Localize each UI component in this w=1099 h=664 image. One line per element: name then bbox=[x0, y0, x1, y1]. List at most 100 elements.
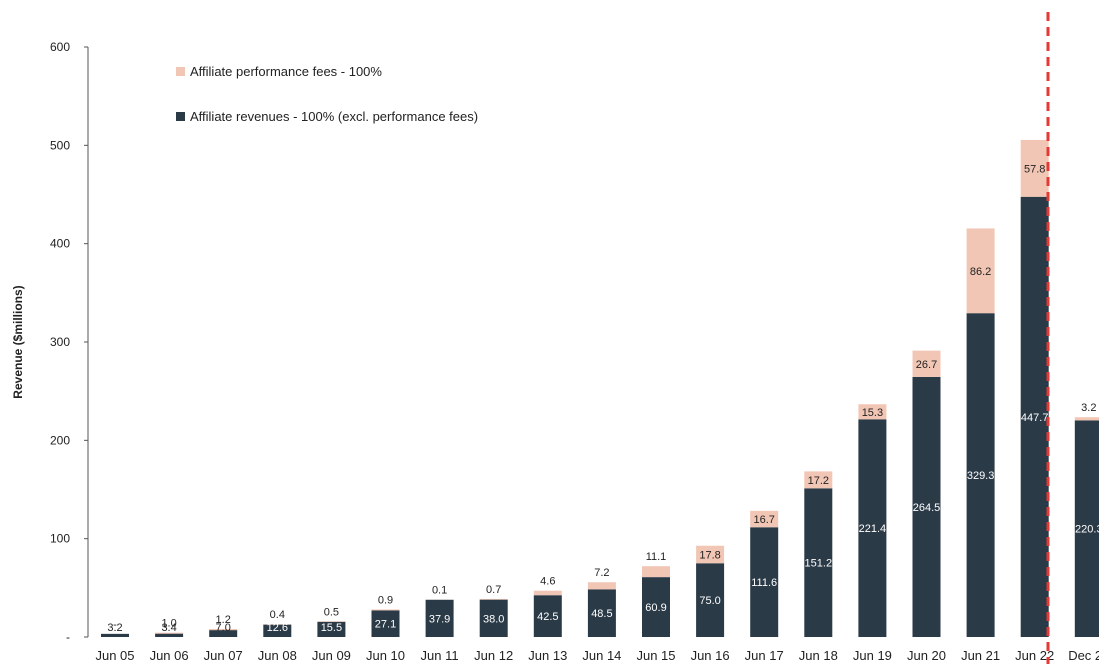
y-tick-label: 100 bbox=[50, 532, 70, 546]
bar-affiliate-revenue bbox=[587, 589, 616, 637]
legend-swatch-performance-fees bbox=[176, 67, 185, 76]
data-label-performance-fee: 86.2 bbox=[970, 266, 991, 278]
x-tick-label: Jun 07 bbox=[204, 648, 243, 663]
bar-performance-fee bbox=[966, 228, 995, 314]
data-label-performance-fee: 26.7 bbox=[916, 359, 937, 371]
data-label-performance-fee: 0.7 bbox=[486, 584, 501, 596]
bar-performance-fee bbox=[1074, 417, 1099, 421]
x-tick-label: Jun 06 bbox=[150, 648, 189, 663]
data-labels: 3.2- 3.41.0 7.01.212.60.415.50.527.10.937.… bbox=[107, 163, 1099, 634]
legend-swatch-affiliate-revenues bbox=[176, 112, 185, 121]
bar-performance-fee bbox=[479, 598, 508, 600]
bar-performance-fee bbox=[155, 632, 184, 634]
data-label-affiliate-revenue: 7.0 bbox=[216, 622, 231, 634]
data-label-performance-fee: 0.4 bbox=[270, 609, 285, 621]
bar-performance-fee bbox=[912, 350, 941, 377]
x-tick-label: Jun 11 bbox=[421, 648, 459, 663]
y-tick-label: 500 bbox=[50, 138, 70, 152]
x-tick-label: Jun 09 bbox=[312, 648, 351, 663]
data-label-performance-fee: 57.8 bbox=[1024, 163, 1045, 175]
bar-affiliate-revenue bbox=[263, 624, 292, 637]
x-tick-label: Jun 14 bbox=[582, 648, 621, 663]
bar-affiliate-revenue bbox=[1074, 420, 1099, 637]
bar-performance-fee bbox=[1020, 139, 1049, 197]
bar-performance-fee bbox=[696, 545, 725, 564]
bar-affiliate-revenue bbox=[858, 419, 887, 637]
data-label-affiliate-revenue: 3.4 bbox=[161, 622, 176, 634]
data-label-performance-fee: 0.5 bbox=[324, 606, 339, 618]
bar-performance-fee bbox=[858, 404, 887, 420]
x-tick-label: Jun 18 bbox=[799, 648, 838, 663]
bar-affiliate-revenue bbox=[912, 376, 941, 637]
x-tick-label: Jun 22 bbox=[1015, 648, 1054, 663]
legend: Affiliate performance fees - 100% Affili… bbox=[176, 64, 478, 124]
y-tick-label: 400 bbox=[50, 237, 70, 251]
data-label-performance-fee: 11.1 bbox=[646, 551, 667, 563]
x-tick-label: Jun 17 bbox=[745, 648, 784, 663]
x-tick-label: Jun 20 bbox=[907, 648, 946, 663]
bar-affiliate-revenue bbox=[966, 313, 995, 637]
data-label-affiliate-revenue: 27.1 bbox=[375, 619, 396, 631]
data-label-performance-fee: 7.2 bbox=[594, 567, 609, 579]
bar-affiliate-revenue bbox=[317, 621, 346, 637]
data-label-affiliate-revenue: 220.3 bbox=[1075, 524, 1099, 536]
data-label-affiliate-revenue: 111.6 bbox=[751, 577, 777, 589]
data-label-performance-fee: 17.8 bbox=[699, 549, 720, 561]
x-tick-label: Jun 15 bbox=[636, 648, 675, 663]
data-label-affiliate-revenue: 38.0 bbox=[483, 613, 504, 625]
bar-affiliate-revenue bbox=[804, 488, 833, 637]
data-label-affiliate-revenue: 15.5 bbox=[321, 622, 342, 634]
data-label-affiliate-revenue: 12.6 bbox=[267, 622, 288, 634]
y-axis: - 100 200 300 400 500 600 bbox=[50, 40, 89, 644]
data-label-performance-fee: 15.3 bbox=[862, 407, 883, 419]
data-label-affiliate-revenue: 3.2 bbox=[107, 622, 122, 634]
bar-affiliate-revenue bbox=[101, 633, 129, 637]
x-tick-label: Dec 22 bbox=[1068, 648, 1099, 663]
data-label-performance-fee: - bbox=[113, 619, 117, 631]
x-tick-label: Jun 05 bbox=[95, 648, 134, 663]
data-label-performance-fee: 1.0 bbox=[161, 618, 176, 630]
bar-affiliate-revenue bbox=[533, 595, 562, 637]
data-label-performance-fee: 3.2 bbox=[1081, 402, 1096, 414]
x-tick-label: Jun 10 bbox=[366, 648, 405, 663]
bar-affiliate-revenue bbox=[1020, 196, 1049, 638]
data-label-affiliate-revenue: 75.0 bbox=[699, 595, 720, 607]
y-axis-label: Revenue ($millions) bbox=[11, 285, 25, 398]
bar-affiliate-revenue bbox=[479, 599, 508, 637]
data-label-performance-fee: 1.2 bbox=[216, 614, 231, 626]
data-label-performance-fee: 16.7 bbox=[753, 514, 774, 526]
data-label-performance-fee: 4.6 bbox=[540, 576, 555, 588]
bar-affiliate-revenue bbox=[425, 599, 454, 637]
data-label-affiliate-revenue: 264.5 bbox=[913, 502, 941, 514]
x-tick-label: Jun 16 bbox=[691, 648, 730, 663]
bar-affiliate-revenue bbox=[209, 630, 238, 637]
bar-performance-fee bbox=[804, 471, 833, 489]
legend-label-affiliate-revenues: Affiliate revenues - 100% (excl. perform… bbox=[190, 109, 478, 124]
bar-performance-fee bbox=[587, 582, 616, 590]
data-label-affiliate-revenue: 37.9 bbox=[429, 613, 450, 625]
y-tick-label: - bbox=[66, 630, 70, 644]
x-tick-label: Jun 21 bbox=[961, 648, 1000, 663]
bars bbox=[101, 139, 1099, 638]
bar-performance-fee bbox=[209, 628, 238, 631]
bar-performance-fee bbox=[533, 590, 562, 596]
data-label-affiliate-revenue: 221.4 bbox=[859, 523, 887, 535]
data-label-affiliate-revenue: 48.5 bbox=[591, 608, 612, 620]
data-label-affiliate-revenue: 447.7 bbox=[1021, 412, 1049, 424]
data-label-performance-fee: 17.2 bbox=[808, 475, 829, 487]
bar-affiliate-revenue bbox=[642, 577, 670, 637]
bar-affiliate-revenue bbox=[750, 527, 779, 637]
y-tick-label: 600 bbox=[50, 40, 70, 54]
data-label-performance-fee: 0.1 bbox=[432, 585, 447, 597]
x-tick-label: Jun 13 bbox=[528, 648, 567, 663]
data-label-affiliate-revenue: 151.2 bbox=[805, 558, 833, 570]
data-label-affiliate-revenue: 329.3 bbox=[967, 470, 995, 482]
bar-performance-fee bbox=[642, 566, 670, 578]
data-label-affiliate-revenue: 60.9 bbox=[645, 602, 666, 614]
x-tick-label: Jun 08 bbox=[258, 648, 297, 663]
bar-affiliate-revenue bbox=[155, 633, 184, 637]
bar-performance-fee bbox=[371, 609, 400, 611]
bar-performance-fee bbox=[750, 510, 779, 528]
data-label-performance-fee: 0.9 bbox=[378, 594, 393, 606]
